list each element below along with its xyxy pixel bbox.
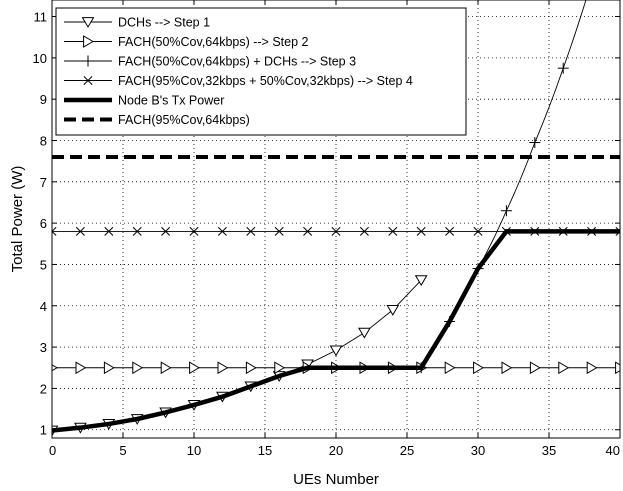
- y-tick-label-8: 9: [40, 92, 47, 107]
- series-3-point-0-a: [52, 230, 57, 236]
- legend-marker-2: [82, 55, 94, 67]
- series-3-point-12: [388, 226, 398, 236]
- series-3-point-13: [416, 226, 426, 236]
- series-layer: [52, 0, 620, 437]
- series-0-point-10: [329, 345, 343, 357]
- y-tick-label-5: 6: [40, 216, 47, 231]
- y-tick-label-3: 4: [40, 299, 47, 314]
- legend-marker-0: [81, 17, 95, 28]
- series-3-point-8-b: [274, 226, 284, 236]
- series-3-point-11: [359, 226, 369, 236]
- legend-marker-1: [83, 35, 94, 48]
- series-3-point-7-b: [246, 226, 256, 236]
- series-3-point-4-b: [161, 226, 171, 236]
- series-3-point-6-b: [217, 226, 227, 236]
- series-3-point-11-b: [359, 226, 369, 236]
- x-axis-label: UEs Number: [293, 471, 379, 488]
- series-1-point-3: [132, 361, 144, 375]
- legend-marker-3: [83, 76, 93, 85]
- y-tick-label-7: 8: [40, 133, 47, 148]
- legend-label-1: FACH(50%Cov,64kbps) --> Step 2: [118, 35, 309, 49]
- series-3-point-10-b: [331, 226, 341, 236]
- series-4: [52, 229, 620, 433]
- legend-label-3: FACH(95%Cov,32kbps + 50%Cov,32kbps) --> …: [118, 74, 413, 88]
- ticks: 0 5 10 15 20 25 30 35 40 1 2 3 4 5 6 7 8 9 10 11: [33, 0, 621, 458]
- series-1: [52, 361, 620, 375]
- series-2-point-5: [557, 62, 569, 74]
- series-1-point-5: [189, 361, 200, 375]
- x-tick-label-6: 30: [471, 443, 485, 458]
- series-3-point-9: [303, 226, 313, 236]
- y-tick-label-0: 1: [40, 423, 47, 438]
- series-3-point-12-b: [388, 226, 398, 236]
- series-1-point-7: [245, 361, 257, 375]
- series-3-point-1: [75, 226, 85, 236]
- series-1-point-18: [558, 361, 570, 375]
- legend-label-2: FACH(50%Cov,64kbps) + DCHs --> Step 3: [118, 55, 356, 69]
- series-0-point-12: [386, 305, 400, 316]
- x-tick-label-4: 20: [329, 443, 343, 458]
- series-1-point-16: [501, 361, 513, 375]
- series-1-point-19: [586, 361, 598, 375]
- series-3-point-14: [445, 226, 455, 236]
- series-2-point-4: [529, 137, 541, 149]
- y-tick-label-9: 10: [33, 51, 47, 66]
- series-3-point-20: [615, 226, 620, 236]
- series-3-point-15: [473, 226, 483, 236]
- y-tick-label-10: 11: [34, 10, 48, 25]
- y-tick-label-6: 7: [40, 175, 47, 190]
- series-3-point-5: [189, 226, 199, 236]
- y-tick-label-2: 3: [40, 340, 47, 355]
- series-1-point-15: [473, 361, 484, 375]
- series-3-point-2-b: [104, 226, 114, 236]
- series-3-point-14-b: [445, 226, 455, 236]
- series-1-point-1: [75, 361, 87, 375]
- series-3-point-2: [104, 226, 114, 236]
- legend-label-5: FACH(95%Cov,64kbps): [118, 113, 250, 127]
- series-0-point-13: [414, 275, 428, 287]
- x-tick-label-3: 15: [258, 443, 272, 458]
- x-tick-label-1: 5: [119, 443, 126, 458]
- x-tick-label-8: 40: [606, 443, 620, 458]
- series-line-4: [52, 229, 620, 433]
- x-tick-label-5: 25: [400, 443, 414, 458]
- series-1-point-6: [217, 361, 229, 375]
- series-3-point-13-b: [416, 226, 426, 236]
- series-3-point-20-a: [615, 226, 620, 233]
- x-tick-label-0: 0: [49, 443, 56, 458]
- series-3-point-1-b: [75, 226, 85, 236]
- legend-marker-3-b: [83, 76, 93, 85]
- series-3-point-3: [132, 226, 142, 236]
- legend-label-4: Node B's Tx Power: [118, 94, 224, 108]
- series-3-point-9-b: [303, 226, 313, 236]
- series-3-point-4: [161, 226, 171, 236]
- y-tick-label-4: 5: [40, 257, 47, 272]
- series-1-point-4: [160, 361, 172, 375]
- series-1-point-2: [103, 361, 115, 375]
- series-1-point-8: [274, 361, 286, 375]
- series-3-point-5-b: [189, 226, 199, 236]
- series-2-point-3: [500, 205, 512, 217]
- legend-box: [55, 7, 467, 136]
- series-0-point-11: [358, 327, 371, 339]
- series-3-point-3-b: [132, 226, 142, 236]
- series-3-point-10: [331, 226, 341, 236]
- y-tick-label-1: 2: [40, 381, 47, 396]
- legend: DCHs --> Step 1 FACH(50%Cov,64kbps) --> S…: [55, 7, 467, 136]
- series-3-point-0: [52, 226, 57, 236]
- series-3-point-7: [246, 226, 256, 236]
- series-3-point-20-b: [615, 230, 620, 236]
- series-3-point-0-b: [52, 226, 57, 233]
- series-1-point-20: [615, 361, 620, 375]
- x-tick-label-7: 35: [542, 443, 556, 458]
- series-1-point-17: [529, 361, 541, 375]
- y-axis-label: Total Power (W): [9, 166, 26, 273]
- series-3-point-6: [217, 226, 227, 236]
- series-1-point-14: [444, 361, 456, 375]
- series-3-point-8: [274, 226, 284, 236]
- legend-label-0: DCHs --> Step 1: [118, 16, 210, 30]
- x-tick-label-2: 10: [187, 443, 201, 458]
- series-3-point-15-b: [473, 226, 483, 236]
